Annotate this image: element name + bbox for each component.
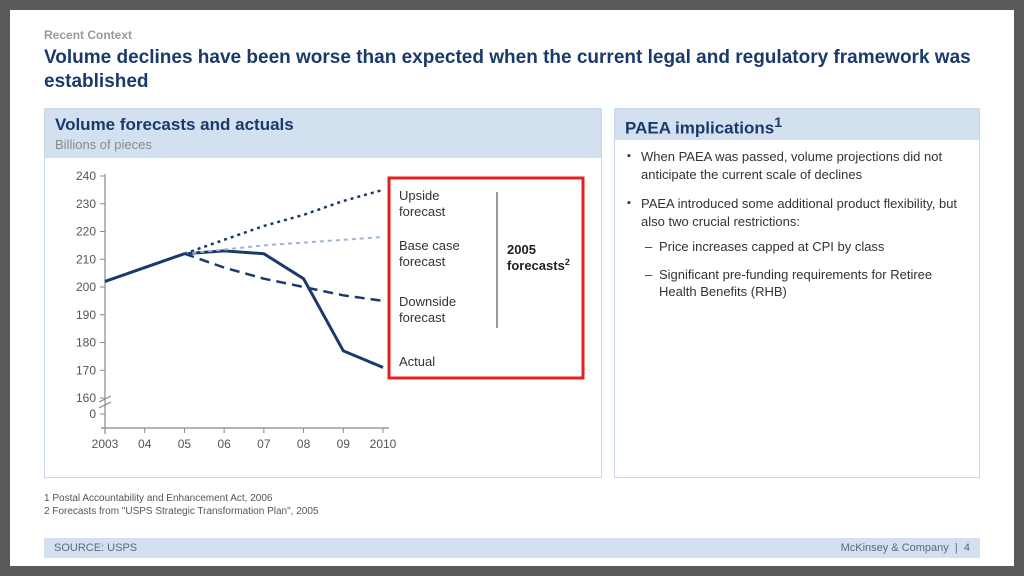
chart-wrap: 0 160 170 180 190 200 210 220 230 240 2003 04 05 06 07… [53,166,593,479]
svg-text:190: 190 [76,307,96,321]
svg-text:2003: 2003 [92,437,119,451]
bullet-item: When PAEA was passed, volume projections… [627,148,971,183]
bullet-list: When PAEA was passed, volume projections… [623,148,971,301]
svg-text:07: 07 [257,437,271,451]
kicker-text: Recent Context [44,28,980,42]
footnote-2: 2 Forecasts from "USPS Strategic Transfo… [44,505,980,518]
chart-panel-title: Volume forecasts and actuals [45,109,601,137]
svg-text:forecast: forecast [399,310,446,325]
svg-text:220: 220 [76,224,96,238]
svg-text:200: 200 [76,280,96,294]
svg-text:05: 05 [178,437,192,451]
chart-body: 0 160 170 180 190 200 210 220 230 240 2003 04 05 06 07… [45,158,601,487]
svg-text:210: 210 [76,252,96,266]
svg-text:09: 09 [337,437,351,451]
implications-title-sup: 1 [774,115,782,131]
footnote-1: 1 Postal Accountability and Enhancement … [44,492,980,505]
chart-panel-subtitle: Billions of pieces [45,137,601,158]
bullet-text: PAEA introduced some additional product … [641,196,957,229]
svg-text:180: 180 [76,335,96,349]
svg-text:forecasts2: forecasts2 [507,257,570,273]
brand-text: McKinsey & Company | 4 [841,542,970,554]
svg-text:240: 240 [76,169,96,183]
implications-panel: PAEA implications1 When PAEA was passed,… [614,108,980,478]
page-number: 4 [964,542,970,554]
implications-title-text: PAEA implications [625,118,774,137]
implications-body: When PAEA was passed, volume projections… [615,140,979,476]
chart-panel: Volume forecasts and actuals Billions of… [44,108,602,478]
svg-text:forecast: forecast [399,254,446,269]
svg-text:230: 230 [76,196,96,210]
headline-text: Volume declines have been worse than exp… [44,46,980,94]
slide: Recent Context Volume declines have been… [10,10,1014,566]
footnotes: 1 Postal Accountability and Enhancement … [44,492,980,518]
svg-text:08: 08 [297,437,311,451]
svg-text:04: 04 [138,437,152,451]
svg-text:2010: 2010 [370,437,397,451]
svg-text:forecast: forecast [399,204,446,219]
svg-text:0: 0 [89,407,96,421]
sub-bullet-list: Price increases capped at CPI by class S… [641,238,971,301]
implications-title: PAEA implications1 [615,109,979,141]
svg-text:06: 06 [217,437,231,451]
svg-text:Actual: Actual [399,354,435,369]
volume-chart: 0 160 170 180 190 200 210 220 230 240 2003 04 05 06 07… [53,166,593,476]
bullet-item: PAEA introduced some additional product … [627,195,971,301]
content-row: Volume forecasts and actuals Billions of… [44,108,980,478]
svg-text:Base case: Base case [399,238,460,253]
svg-text:Upside: Upside [399,188,439,203]
source-text: SOURCE: USPS [54,542,137,554]
svg-text:170: 170 [76,363,96,377]
svg-text:160: 160 [76,391,96,405]
brand-name: McKinsey & Company [841,542,949,554]
sub-bullet-item: Price increases capped at CPI by class [645,238,971,256]
svg-text:Downside: Downside [399,294,456,309]
sub-bullet-item: Significant pre-funding requirements for… [645,266,971,301]
svg-text:2005: 2005 [507,242,536,257]
source-bar: SOURCE: USPS McKinsey & Company | 4 [44,538,980,558]
